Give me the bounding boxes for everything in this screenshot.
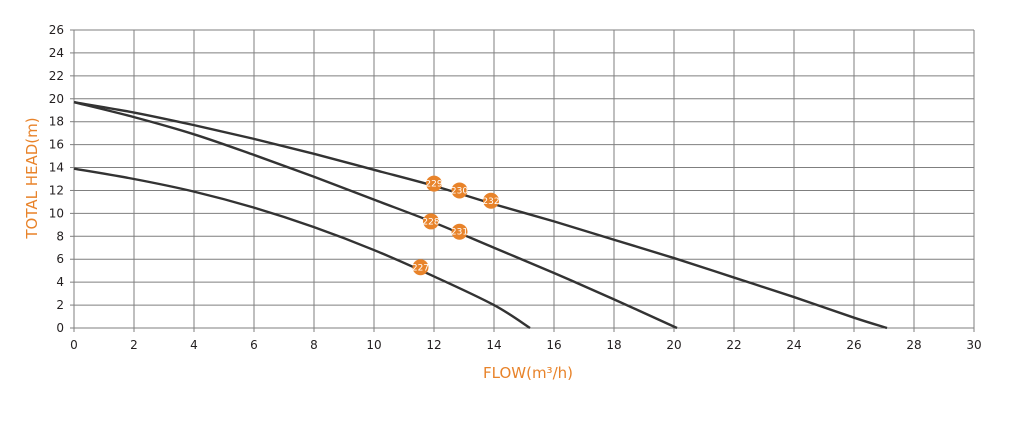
- x-tick-label: 24: [786, 338, 801, 352]
- y-tick-label: 16: [49, 138, 64, 152]
- x-tick-label: 18: [606, 338, 621, 352]
- model-marker-label: 232: [482, 197, 499, 207]
- model-marker-label: 231: [451, 228, 468, 238]
- y-tick-label: 6: [56, 252, 64, 266]
- x-tick-label: 30: [966, 338, 981, 352]
- model-markers: 229 230 232 228 231 227: [412, 175, 500, 276]
- model-marker: 230: [451, 182, 468, 199]
- model-marker-dot: [483, 192, 499, 209]
- model-marker-label: 228: [422, 217, 439, 227]
- model-marker-dot: [426, 175, 442, 192]
- x-tick-label: 8: [310, 338, 318, 352]
- x-tick-label: 14: [486, 338, 501, 352]
- model-marker-label: 230: [451, 186, 468, 196]
- curves: [73, 101, 888, 330]
- x-tick-label: 28: [906, 338, 921, 352]
- tick-labels: 0 2 4 6 8 10 12 14 16 18 20 22 24 26 28 300246810121416…: [49, 23, 982, 352]
- pump-curve-3: [73, 167, 531, 330]
- x-tick-label: 4: [190, 338, 198, 352]
- x-tick-label: 6: [250, 338, 258, 352]
- model-marker-dot: [451, 223, 468, 240]
- model-marker-dot: [423, 213, 439, 230]
- x-tick-label: 20: [666, 338, 681, 352]
- x-tick-label: 26: [846, 338, 861, 352]
- model-marker: 232: [482, 192, 500, 209]
- x-axis-title: FLOW(m³/h): [483, 364, 573, 382]
- y-tick-label: 26: [49, 23, 64, 37]
- model-marker-label: 227: [412, 263, 429, 273]
- y-tick-label: 20: [49, 92, 64, 106]
- y-tick-label: 24: [49, 46, 64, 60]
- x-tick-label: 10: [366, 338, 381, 352]
- model-marker: 231: [451, 223, 468, 240]
- model-marker-dot: [412, 259, 429, 276]
- y-tick-label: 18: [49, 115, 64, 129]
- y-axis-title: TOTAL HEAD(m): [23, 117, 41, 239]
- model-marker: 227: [412, 259, 429, 276]
- model-marker-dot: [451, 182, 468, 199]
- pump-curve-2: [73, 101, 678, 330]
- y-tick-label: 22: [49, 69, 64, 83]
- model-marker: 228: [422, 213, 440, 230]
- x-tick-label: 0: [70, 338, 78, 352]
- y-tick-label: 0: [56, 321, 64, 335]
- grid: [70, 29, 975, 332]
- y-tick-label: 14: [49, 161, 64, 175]
- y-tick-label: 10: [49, 206, 64, 220]
- y-tick-label: 2: [56, 298, 64, 312]
- model-marker: 229: [425, 175, 443, 192]
- model-marker-label: 229: [425, 180, 442, 190]
- y-tick-label: 4: [56, 275, 64, 289]
- x-tick-label: 2: [130, 338, 138, 352]
- x-tick-label: 16: [546, 338, 561, 352]
- y-tick-label: 12: [49, 183, 64, 197]
- y-tick-label: 8: [56, 229, 64, 243]
- x-tick-label: 12: [426, 338, 441, 352]
- x-tick-label: 22: [726, 338, 741, 352]
